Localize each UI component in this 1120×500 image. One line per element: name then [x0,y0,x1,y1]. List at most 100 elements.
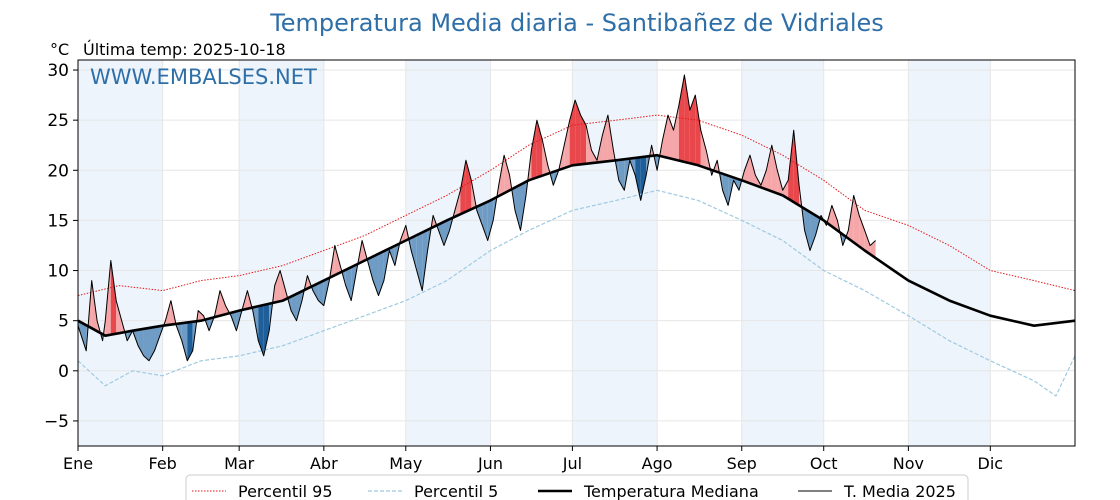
x-axis-ticks: Ene Feb Mar Abr May Jun Jul Ago Sep Oct Nov Dic [63,446,1003,473]
fill-below [318,280,324,306]
fill-below [127,330,133,341]
fill-below [411,235,417,271]
fill-below [373,253,379,296]
month-band-Jul [572,60,658,446]
fill-below [722,173,729,206]
fill-above [689,95,696,165]
fill-above [586,125,592,164]
fill-above [465,160,472,212]
x-tick-label: Ene [63,454,93,473]
y-tick-label: 0 [58,362,69,382]
fill-below [804,208,811,251]
fill-above [864,230,871,255]
series-lines [77,74,1076,397]
legend-label: Percentil 95 [238,482,333,500]
fill-below [378,251,384,296]
fill-above [274,270,281,303]
series-temperatura-mediana [77,153,1076,337]
fill-below [640,156,647,201]
y-tick-label: 5 [58,312,69,332]
watermark: WWW.EMBALSES.NET [90,65,317,89]
fill-above [564,120,570,169]
fill-above [788,130,794,203]
legend-box [185,474,969,500]
fill-above [684,75,690,164]
unit-label: °C [50,40,69,59]
fill-below [422,229,428,291]
month-band-Ene [78,60,163,446]
fill-above [831,205,838,231]
x-tick-label: Abr [310,454,338,473]
fill-above [460,160,466,215]
fill-below [444,219,450,246]
x-tick-label: Ago [642,454,673,473]
x-tick-label: Dic [978,454,1004,473]
x-tick-label: Mar [224,454,255,473]
fill-above [673,105,679,161]
x-tick-label: Jun [477,454,503,473]
x-tick-label: Jul [562,454,582,473]
month-band-Mar [239,60,324,446]
fill-below [438,221,445,246]
fill-below [520,181,526,231]
fill-above [662,115,669,158]
fill-above [220,290,226,316]
plot-frame [77,59,1076,447]
fill-above [575,100,581,165]
y-tick-label: 30 [47,61,69,81]
fill-below [296,291,302,321]
fill-below [291,293,297,321]
fill-above [536,120,543,178]
fill-above [744,155,750,184]
month-band-Nov [908,60,991,446]
month-bands [78,60,991,446]
month-band-Sep [741,60,824,446]
series-t-media-2025 [77,74,876,362]
fill-below [143,327,150,361]
fill-above [678,75,685,162]
chart-title: Temperatura Media diaria - Santibañez de… [269,9,884,37]
fill-above [334,245,341,276]
y-axis-ticks: −5 0 5 10 15 20 25 30 [44,61,78,432]
series-percentil-5 [77,189,1076,397]
fill-above [749,155,756,186]
y-tick-label: −5 [44,412,69,432]
fill-above [695,95,701,167]
fill-below [515,184,521,231]
fill-below [187,321,193,361]
legend-label: Percentil 5 [414,482,498,500]
y-tick-label: 25 [47,111,69,131]
fill-below [635,157,641,201]
fill-above [542,140,548,176]
fill-above [280,270,286,302]
fill-above [766,145,772,192]
fill-below [476,204,483,226]
fill-below [810,212,816,251]
fill-below [345,267,352,301]
fill-below [487,198,494,241]
fill-below [154,326,160,351]
legend-label: T. Media 2025 [843,482,956,500]
legend: Percentil 95 Percentil 5 Temperatura Media… [185,474,969,500]
fill-above [116,300,122,334]
x-tick-label: Sep [727,454,757,473]
fill-above [771,145,778,194]
fill-above [602,115,608,162]
fill-above [793,130,800,206]
x-tick-label: Nov [893,454,924,473]
fill-above [700,130,707,169]
y-tick-label: 20 [47,161,69,181]
series-percentil-95 [77,114,1076,297]
fill-below [416,232,423,291]
x-tick-label: May [389,454,422,473]
fill-below [263,303,270,356]
fill-below [482,201,488,241]
fill-above [580,115,587,165]
y-tick-label: 10 [47,262,69,282]
x-tick-label: Feb [149,454,177,473]
fill-above [198,310,204,322]
x-tick-label: Oct [810,454,838,473]
fill-below [138,328,144,356]
fill-above [668,115,674,160]
